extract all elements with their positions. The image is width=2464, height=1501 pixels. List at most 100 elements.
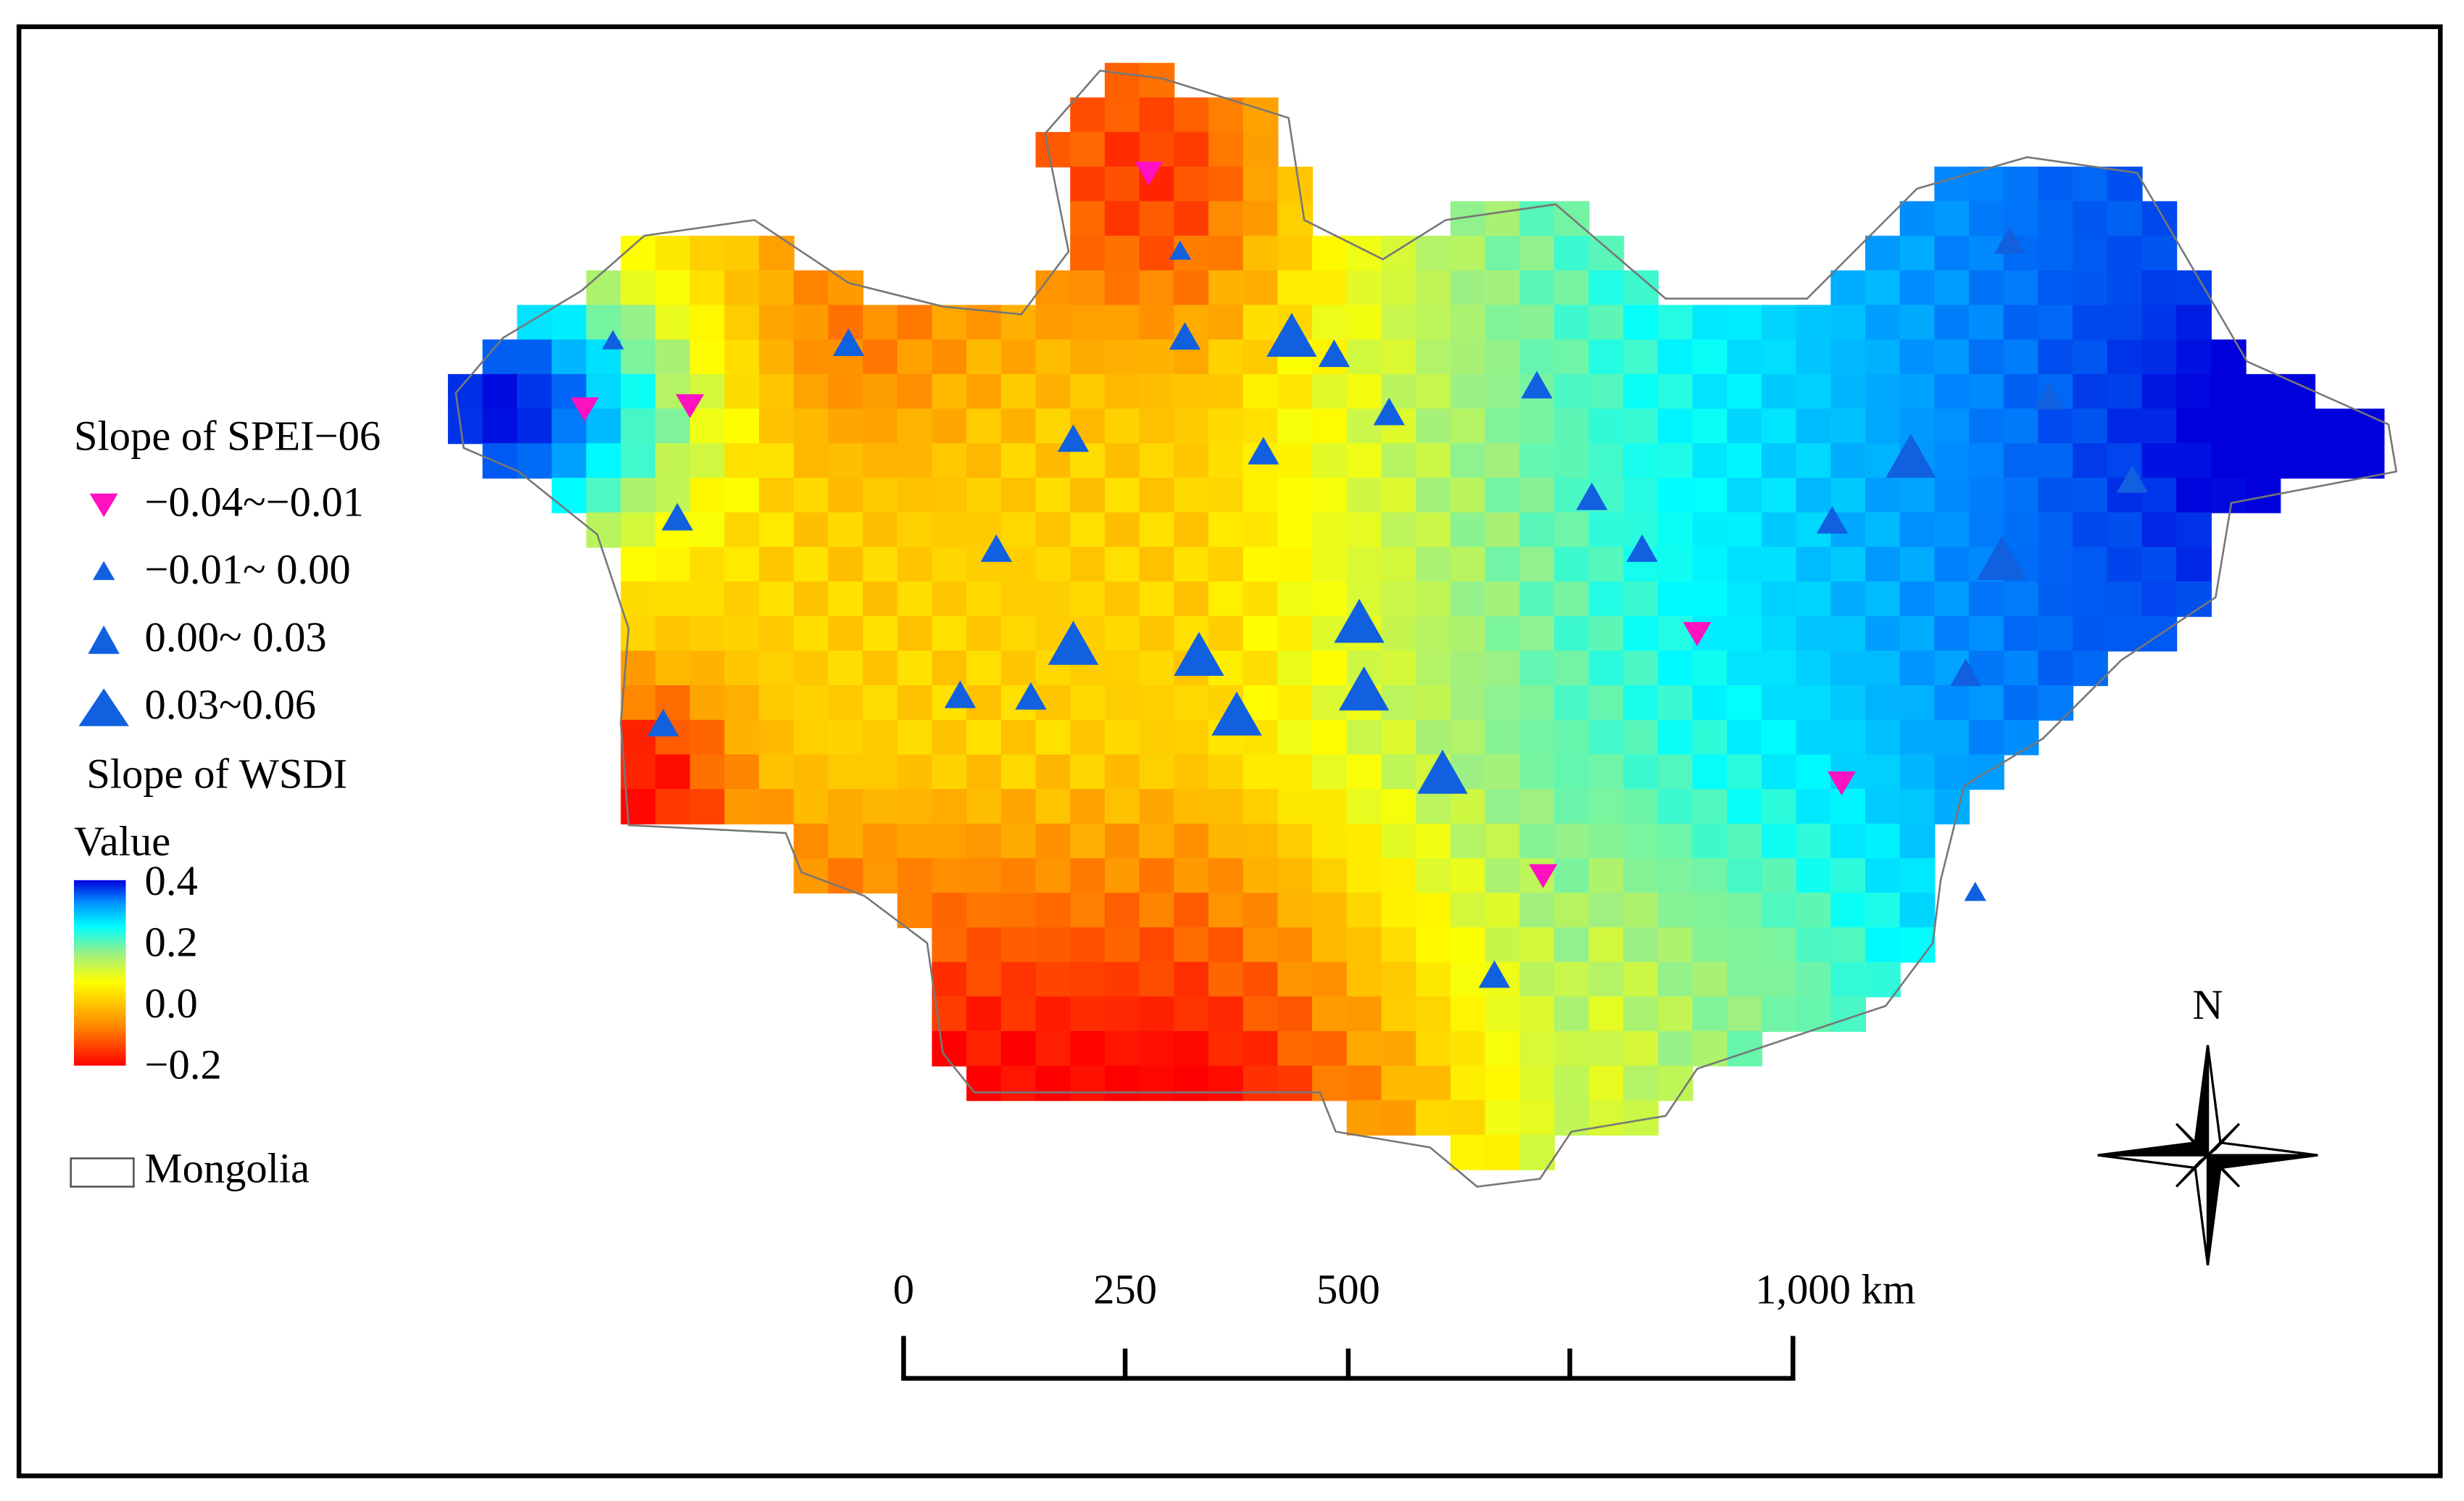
raster-cell [793,719,829,756]
raster-cell [1277,236,1314,271]
raster-cell [1969,270,2004,306]
raster-cell [932,477,968,513]
raster-cell [1277,166,1314,202]
raster-cell [1346,1065,1382,1101]
raster-cell [863,547,898,583]
raster-cell [932,547,968,583]
raster-cell [2176,547,2212,583]
raster-cell [1865,305,1901,341]
raster-cell [1312,443,1348,479]
raster-cell [966,650,1002,687]
raster-cell [1277,685,1314,721]
raster-cell [2003,685,2039,721]
raster-cell [1312,996,1348,1032]
raster-cell [1623,754,1659,790]
raster-cell [2038,408,2074,444]
raster-cell [1588,789,1625,824]
raster-cell [1035,547,1071,583]
raster-cell [863,650,898,687]
raster-cell [793,477,829,513]
raster-cell [1934,339,1970,375]
raster-cell [1174,477,1210,513]
raster-cell [2141,581,2178,617]
raster-cell [2038,512,2074,548]
raster-cell [1174,547,1210,583]
raster-cell [621,339,657,375]
raster-cell [2141,305,2178,341]
raster-cell [1554,547,1590,583]
raster-cell [1277,201,1314,237]
raster-cell [482,408,518,444]
raster-cell [897,305,933,341]
raster-cell [1346,789,1382,824]
raster-cell [2176,270,2212,306]
raster-cell [1070,996,1106,1032]
raster-cell [1727,616,1763,652]
raster-cell [1588,927,1625,963]
raster-cell [1485,754,1521,790]
raster-cell [1830,270,1867,306]
raster-cell [1865,512,1901,548]
raster-cell [1934,581,1970,617]
raster-cell [932,893,968,928]
raster-cell [966,962,1002,998]
raster-cell [863,373,898,410]
raster-cell [1554,858,1590,894]
station-marker [1211,691,1262,736]
raster-cell [689,339,726,375]
raster-cell [932,512,968,548]
raster-cell [1312,477,1348,513]
raster-cell [759,236,795,271]
raster-cell [1174,201,1210,237]
raster-cell [1000,512,1037,548]
station-marker [1318,339,1351,368]
raster-cell [1761,927,1797,963]
raster-cell [1035,1065,1071,1101]
raster-cell [1208,754,1244,790]
raster-cell [1969,339,2004,375]
raster-cell [1070,132,1106,168]
raster-cell [828,616,864,652]
raster-cell [1485,858,1521,894]
raster-cell [1450,650,1486,687]
raster-cell [1450,236,1486,271]
raster-cell [1208,893,1244,928]
raster-cell [1174,132,1210,168]
raster-cell [793,270,829,306]
raster-cell [1346,927,1382,963]
raster-cell [1796,685,1832,721]
raster-cell [1450,1134,1486,1170]
raster-cell [1070,858,1106,894]
raster-cell [1416,339,1451,375]
station-marker [1521,371,1553,399]
raster-cell [1346,893,1382,928]
raster-cell [1381,1100,1417,1136]
raster-cell [2280,373,2316,410]
raster-cell [793,616,829,652]
raster-cell [966,996,1002,1032]
raster-cell [2003,408,2039,444]
raster-cell [1865,754,1901,790]
raster-cell [586,408,622,444]
raster-cell [1381,1030,1417,1067]
raster-cell [1208,339,1244,375]
raster-cell [689,512,726,548]
raster-cell [1381,789,1417,824]
raster-cell [1174,789,1210,824]
raster-cell [655,443,691,479]
raster-cell [1519,685,1555,721]
raster-cell [966,581,1002,617]
raster-cell [1796,927,1832,963]
raster-cell [1554,789,1590,824]
raster-cell [1727,305,1763,341]
raster-cell [1796,789,1832,824]
raster-cell [1346,719,1382,756]
raster-cell [1346,823,1382,859]
raster-cell [2141,477,2178,513]
raster-cell [724,236,760,271]
raster-cell [1277,547,1314,583]
raster-cell [1000,305,1037,341]
raster-cell [1899,685,1936,721]
raster-cell [2073,166,2108,202]
raster-cell [1761,305,1797,341]
